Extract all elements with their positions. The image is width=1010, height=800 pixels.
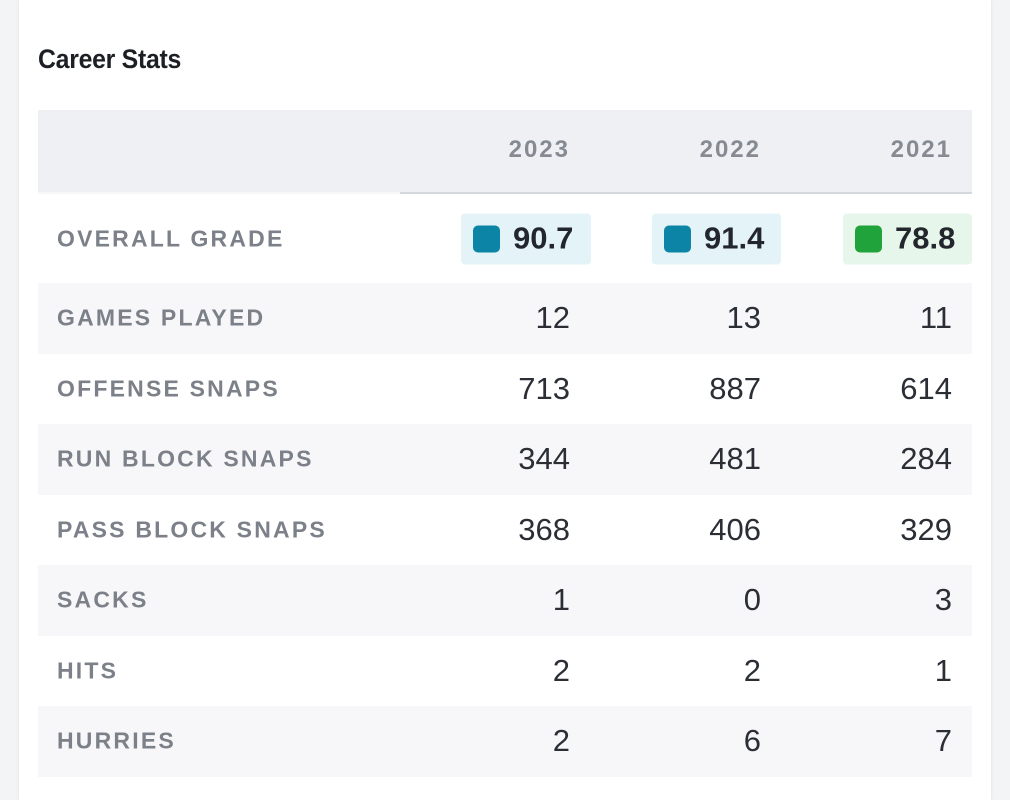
- header-divider: [38, 192, 400, 194]
- table-row-overall-grade: OVERALL GRADE 90.7 91.4 78.8: [38, 194, 972, 283]
- row-label: HURRIES: [57, 727, 176, 754]
- table-row: HITS 2 2 1: [38, 636, 972, 707]
- stat-value-2021: 3: [934, 582, 952, 618]
- stat-value-2022: 13: [726, 300, 761, 336]
- career-stats-table: 2023 2022 2021 OVERALL GRADE 90.7 91.4 7…: [38, 110, 972, 777]
- row-label: PASS BLOCK SNAPS: [57, 516, 327, 543]
- row-label: GAMES PLAYED: [57, 304, 266, 331]
- stat-value-2021: 329: [900, 511, 952, 547]
- grade-color-icon: [664, 225, 691, 252]
- column-header-2023[interactable]: 2023: [508, 136, 570, 163]
- table-row: GAMES PLAYED 12 13 11: [38, 283, 972, 354]
- stat-value-2021: 7: [934, 723, 952, 759]
- table-row: OFFENSE SNAPS 713 887 614: [38, 354, 972, 425]
- table-header: 2023 2022 2021: [38, 110, 972, 194]
- stat-value-2023: 344: [518, 441, 570, 477]
- grade-badge-2021: 78.8: [843, 213, 972, 264]
- grade-badge-2023: 90.7: [461, 213, 591, 264]
- stat-value-2023: 12: [535, 300, 570, 336]
- stat-rows: GAMES PLAYED 12 13 11 OFFENSE SNAPS 713 887 614…: [38, 283, 972, 777]
- stat-value-2022: 887: [709, 370, 761, 406]
- grade-badge-2022: 91.4: [652, 213, 781, 264]
- stat-value-2021: 284: [900, 441, 952, 477]
- stat-value-2021: 11: [919, 300, 952, 336]
- grade-value: 90.7: [513, 220, 574, 256]
- column-header-2021[interactable]: 2021: [890, 136, 952, 163]
- table-row: RUN BLOCK SNAPS 344 481 284: [38, 424, 972, 495]
- grade-color-icon: [855, 225, 882, 252]
- stat-value-2022: 406: [709, 511, 761, 547]
- row-label: OFFENSE SNAPS: [57, 375, 280, 402]
- card-title: Career Stats: [38, 44, 182, 74]
- stat-value-2023: 713: [518, 370, 570, 406]
- row-label: OVERALL GRADE: [57, 225, 285, 251]
- stat-value-2022: 481: [709, 441, 761, 477]
- table-row: HURRIES 2 6 7: [38, 706, 972, 777]
- row-label: SACKS: [57, 586, 149, 613]
- column-header-2022[interactable]: 2022: [699, 136, 761, 163]
- table-row: PASS BLOCK SNAPS 368 406 329: [38, 495, 972, 566]
- stat-value-2023: 368: [518, 511, 570, 547]
- stat-value-2023: 2: [552, 652, 570, 688]
- stat-value-2023: 1: [552, 582, 570, 618]
- row-label: HITS: [57, 657, 119, 684]
- stat-value-2022: 0: [743, 582, 761, 618]
- stat-value-2022: 6: [743, 723, 761, 759]
- grade-value: 78.8: [895, 220, 956, 256]
- stat-value-2021: 1: [934, 652, 952, 688]
- stat-value-2022: 2: [743, 652, 761, 688]
- career-stats-card: Career Stats 2023 2022 2021 OVERALL GRAD…: [19, 0, 991, 800]
- stat-value-2023: 2: [552, 723, 570, 759]
- table-row: SACKS 1 0 3: [38, 565, 972, 636]
- stat-value-2021: 614: [900, 370, 952, 406]
- row-label: RUN BLOCK SNAPS: [57, 445, 314, 472]
- grade-value: 91.4: [704, 220, 765, 256]
- grade-color-icon: [473, 225, 500, 252]
